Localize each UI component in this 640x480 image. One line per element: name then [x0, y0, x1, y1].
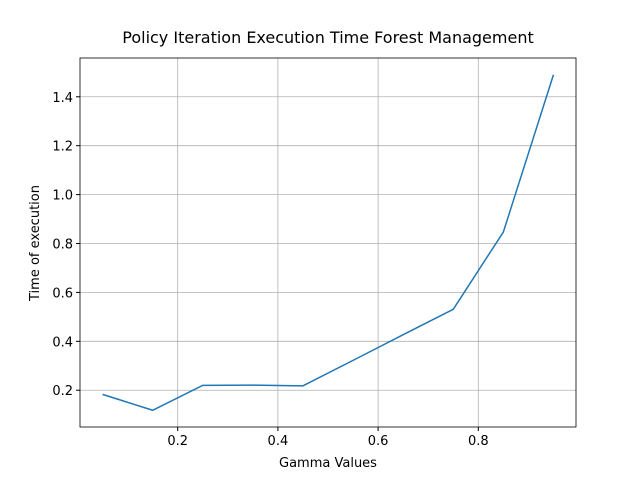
y-tick-label: 0.8	[52, 238, 73, 253]
plot-frame	[79, 57, 577, 428]
y-tick-label: 0.4	[52, 335, 73, 350]
x-tick-label: 0.4	[268, 434, 289, 449]
x-tick-label: 0.6	[368, 434, 389, 449]
y-tick-label: 1.0	[52, 189, 73, 204]
x-axis-label: Gamma Values	[279, 456, 377, 471]
y-tick-label: 1.4	[52, 91, 73, 106]
y-tick-label: 0.6	[52, 286, 73, 301]
y-axis-label: Time of execution	[28, 185, 43, 302]
y-tick-label: 1.2	[52, 140, 73, 155]
chart-title: Policy Iteration Execution Time Forest M…	[122, 28, 534, 47]
data-line	[102, 74, 555, 412]
y-tick-label: 0.2	[52, 384, 73, 399]
x-tick-label: 0.8	[468, 434, 489, 449]
x-tick-label: 0.2	[167, 434, 188, 449]
